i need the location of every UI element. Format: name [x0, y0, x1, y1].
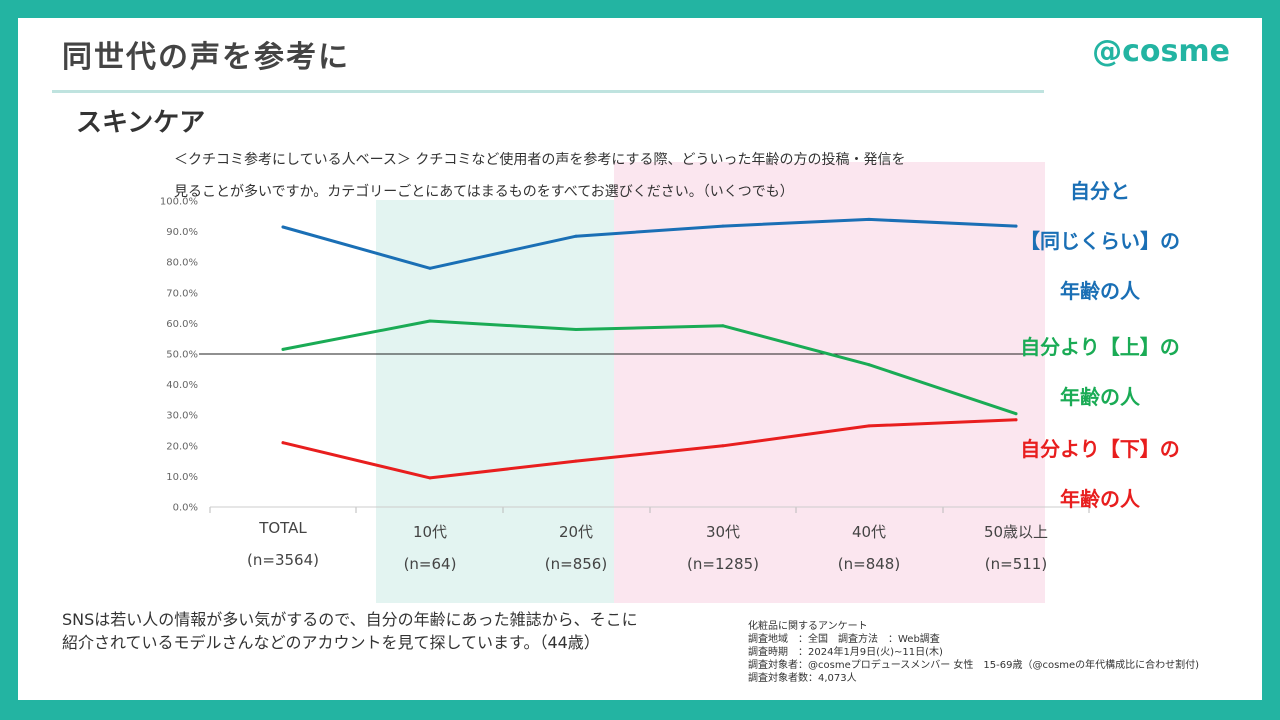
- cosme-logo: @cosme: [1092, 34, 1230, 69]
- category-label-total: TOTAL (n=3564): [223, 512, 343, 576]
- comment-line-1: SNSは若い人の情報が多い気がするので、自分の年齢にあった雑誌から、そこに: [62, 610, 638, 629]
- y-tick-label: 10.0%: [166, 472, 198, 483]
- slide: 同世代の声を参考に @cosme スキンケア 0.0% 10.0% 20.0% 30.…: [18, 18, 1262, 700]
- section-title: スキンケア: [76, 108, 206, 138]
- legend-same-line-3: 年齢の人: [1060, 279, 1140, 303]
- legend-younger-line-2: 年齢の人: [1060, 487, 1140, 511]
- category-name: 40代: [851, 523, 887, 541]
- y-tick-label: 20.0%: [166, 441, 198, 452]
- title-divider: [52, 90, 1044, 93]
- question-line-1: ＜クチコミ参考にしている人ベース＞ クチコミなど使用者の声を参考にする際、どうい…: [174, 152, 906, 168]
- y-tick-label: 90.0%: [166, 227, 198, 238]
- survey-period: 調査時期 ：2024年1月9日(火)~11日(木): [748, 647, 943, 658]
- survey-info: 化粧品に関するアンケート 調査地域 ：全国 調査方法 ：Web調査 調査時期 ：…: [748, 620, 1199, 685]
- category-label-20s: 20代 (n=856): [516, 516, 636, 580]
- category-label-30s: 30代 (n=1285): [663, 516, 783, 580]
- category-label-50s-plus: 50歳以上 (n=511): [956, 516, 1076, 580]
- category-name: 30代: [705, 523, 741, 541]
- survey-area: 調査地域 ：全国 調査方法 ：Web調査: [748, 634, 940, 645]
- series-2-point-5: [1014, 418, 1018, 422]
- series-0-point-1: [428, 266, 432, 270]
- category-n: (n=64): [403, 555, 457, 573]
- category-n: (n=3564): [247, 551, 319, 569]
- adult-highlight-band: [614, 162, 1045, 603]
- y-tick-label: 50.0%: [166, 350, 198, 361]
- category-label-40s: 40代 (n=848): [809, 516, 929, 580]
- series-line-1: [281, 319, 1018, 416]
- youth-highlight-band: [376, 200, 614, 603]
- series-1-point-5: [1014, 412, 1018, 416]
- comment-line-2: 紹介されているモデルさんなどのアカウントを見て探しています。（44歳）: [62, 633, 600, 652]
- user-comment: SNSは若い人の情報が多い気がするので、自分の年齢にあった雑誌から、そこに 紹介…: [62, 608, 742, 654]
- series-line-2: [281, 418, 1018, 480]
- series-2-point-0: [281, 441, 285, 445]
- survey-title: 化粧品に関するアンケート: [748, 621, 868, 632]
- line-chart: 0.0% 10.0% 20.0% 30.0% 40.0% 50.0% 60.0% 70.0% 8…: [160, 162, 1090, 603]
- survey-question: ＜クチコミ参考にしている人ベース＞ クチコミなど使用者の声を参考にする際、どうい…: [174, 144, 1054, 208]
- page-title: 同世代の声を参考に: [62, 40, 350, 75]
- y-tick-label: 80.0%: [166, 258, 198, 269]
- legend-younger-line-1: 自分より【下】の: [1020, 437, 1180, 461]
- y-tick-label: 0.0%: [173, 503, 198, 514]
- legend-older-line-2: 年齢の人: [1060, 385, 1140, 409]
- series-1-point-4: [867, 363, 871, 367]
- question-line-2: 見ることが多いですか。カテゴリーごとにあてはまるものをすべてお選びください。（い…: [174, 184, 794, 200]
- series-0-point-5: [1014, 224, 1018, 228]
- category-n: (n=511): [984, 555, 1048, 573]
- category-n: (n=856): [544, 555, 608, 573]
- y-tick-label: 100.0%: [160, 197, 198, 208]
- legend-older: 自分より【上】の 年齢の人: [980, 322, 1220, 422]
- series-2-point-2: [574, 459, 578, 463]
- series-1-point-2: [574, 328, 578, 331]
- legend-older-line-1: 自分より【上】の: [1020, 335, 1180, 359]
- y-tick-label: 30.0%: [166, 411, 198, 422]
- legend-same-line-1: 自分と: [1070, 179, 1130, 203]
- series-2-point-1: [428, 476, 432, 480]
- series-1-point-1: [428, 319, 432, 323]
- category-name: 50歳以上: [983, 523, 1049, 541]
- y-tick-label: 40.0%: [166, 380, 198, 391]
- series-0-point-2: [574, 234, 578, 238]
- legend-younger: 自分より【下】の 年齢の人: [980, 424, 1220, 524]
- category-n: (n=848): [837, 555, 901, 573]
- series-0-point-3: [721, 224, 725, 228]
- category-name: 10代: [412, 523, 448, 541]
- category-n: (n=1285): [687, 555, 759, 573]
- series-1-point-0: [281, 347, 285, 351]
- category-name: 20代: [558, 523, 594, 541]
- legend-same-age: 自分と 【同じくらい】の 年齢の人: [980, 166, 1220, 316]
- series-1-point-3: [721, 324, 725, 328]
- y-tick-label: 70.0%: [166, 288, 198, 299]
- series-line-0: [281, 217, 1018, 270]
- series-0-point-4: [867, 217, 871, 221]
- survey-target: 調査対象者：@cosmeプロデュースメンバー 女性 15-69歳（@cosmeの…: [748, 660, 1200, 671]
- series-0-point-0: [281, 225, 285, 229]
- series-2-point-3: [721, 444, 725, 448]
- category-label-10s: 10代 (n=64): [370, 516, 490, 580]
- category-name: TOTAL: [259, 519, 307, 537]
- y-tick-label: 60.0%: [166, 319, 198, 330]
- series-2-point-4: [867, 424, 871, 428]
- survey-count: 調査対象者数：4,073人: [748, 673, 857, 684]
- legend-same-line-2: 【同じくらい】の: [1020, 229, 1180, 253]
